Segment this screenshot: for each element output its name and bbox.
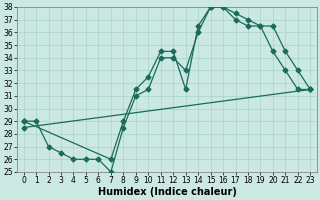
X-axis label: Humidex (Indice chaleur): Humidex (Indice chaleur) (98, 187, 236, 197)
